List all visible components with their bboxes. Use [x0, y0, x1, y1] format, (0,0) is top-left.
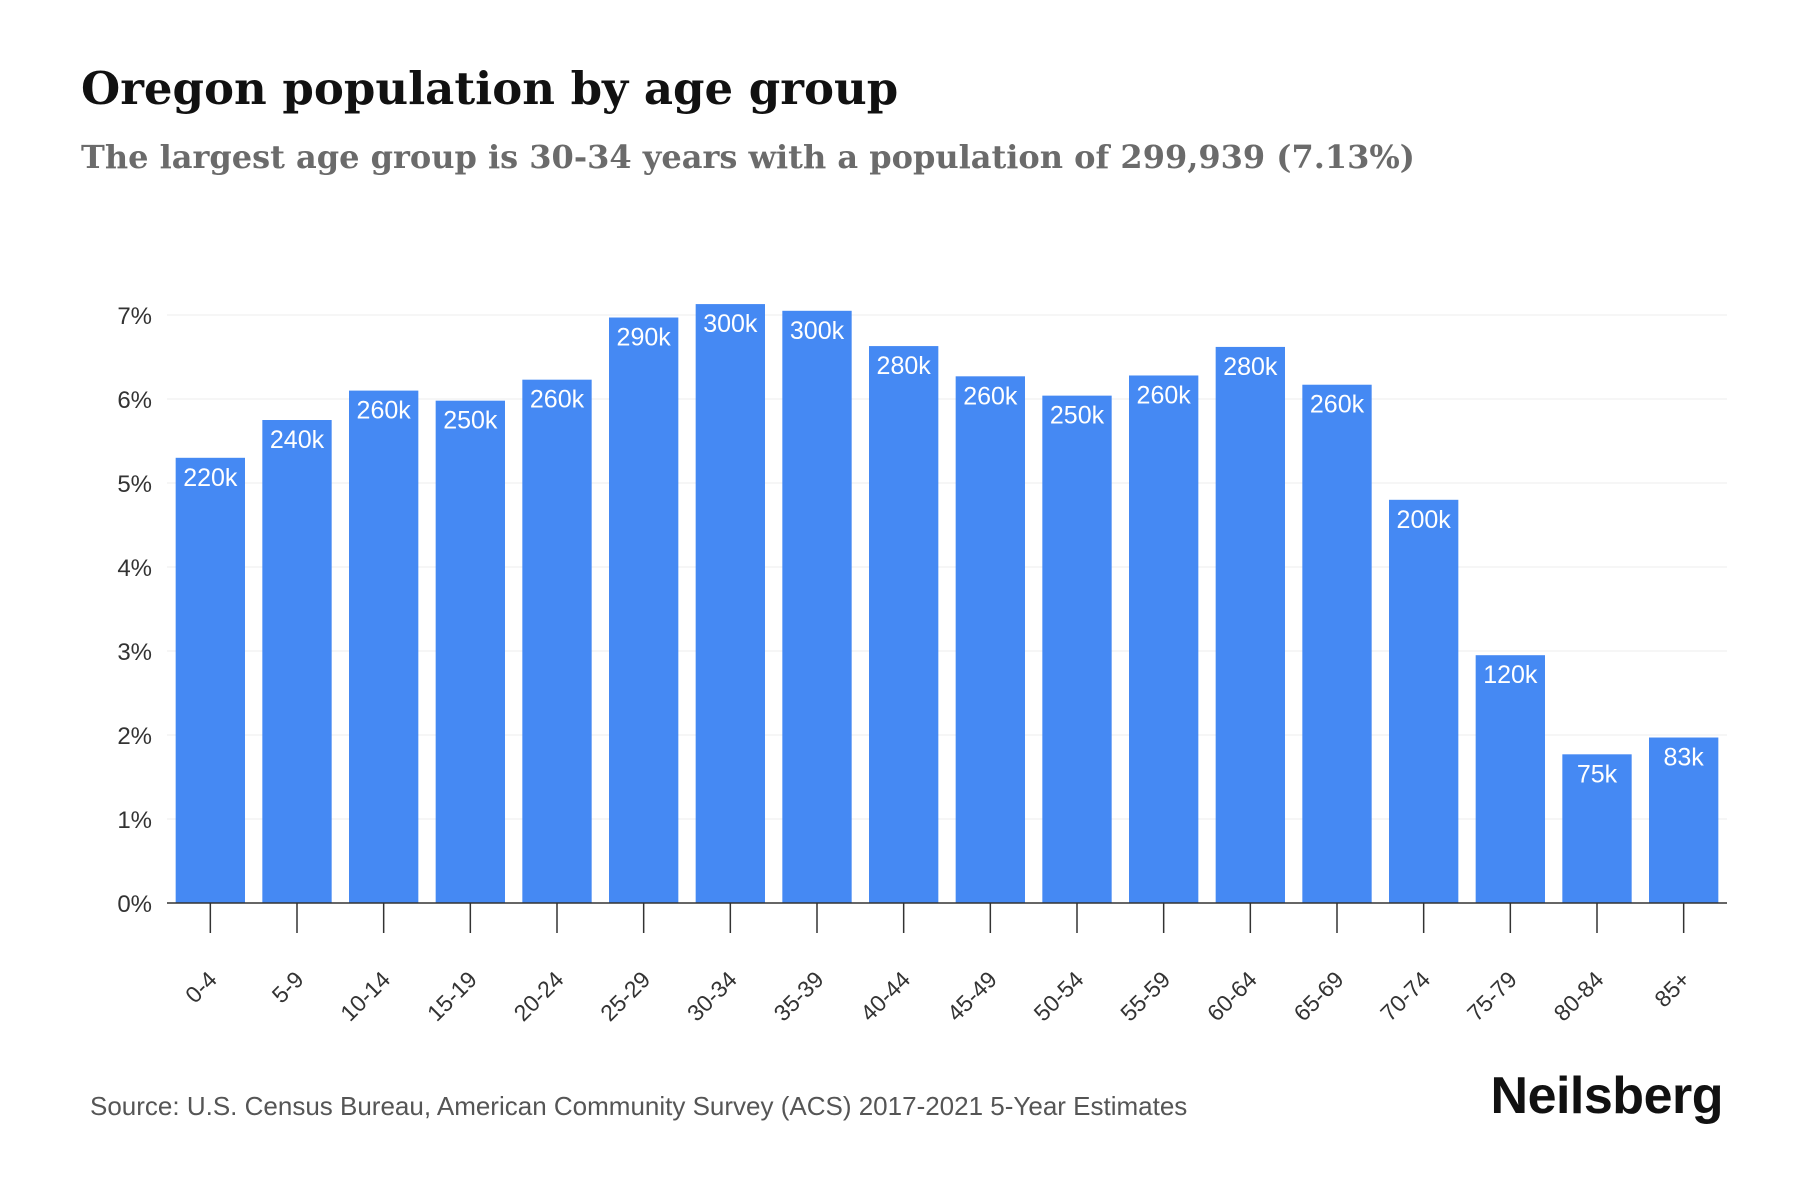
y-tick-label: 0% — [117, 891, 152, 918]
bar — [1562, 754, 1632, 903]
bar — [1302, 384, 1372, 904]
bar-value-label: 200k — [1397, 506, 1452, 534]
bar-value-label: 120k — [1483, 661, 1538, 689]
x-tick-label: 20-24 — [509, 966, 569, 1026]
bar-value-label: 300k — [703, 310, 758, 338]
bar — [782, 310, 852, 903]
x-tick-label: 45-49 — [942, 966, 1002, 1026]
y-tick-label: 7% — [117, 303, 152, 330]
bar-value-label: 250k — [1050, 402, 1105, 430]
bar-value-label: 260k — [963, 382, 1018, 410]
bar — [1389, 499, 1459, 903]
x-tick-label: 40-44 — [855, 966, 915, 1026]
y-tick-label: 2% — [117, 723, 152, 750]
x-tick-label: 85+ — [1649, 966, 1695, 1012]
x-tick-label: 60-64 — [1202, 966, 1262, 1026]
bar — [175, 457, 245, 903]
bar — [349, 390, 419, 904]
x-tick-label: 25-29 — [595, 966, 655, 1026]
y-tick-label: 3% — [117, 639, 152, 666]
bar-value-label: 260k — [357, 397, 412, 425]
x-tick-label: 10-14 — [335, 966, 395, 1026]
bar-value-label: 250k — [443, 407, 498, 435]
x-tick-label: 80-84 — [1549, 966, 1609, 1026]
bar-value-label: 220k — [183, 464, 238, 492]
bar — [435, 400, 505, 903]
bar-value-label: 83k — [1664, 744, 1705, 772]
bar — [695, 304, 765, 904]
bar — [1649, 737, 1719, 903]
y-tick-label: 4% — [117, 555, 152, 582]
bar — [869, 346, 939, 904]
bar-value-label: 300k — [790, 317, 845, 345]
bar — [1042, 395, 1112, 903]
y-tick-label: 1% — [117, 807, 152, 834]
x-tick-label: 15-19 — [422, 966, 482, 1026]
bar — [522, 379, 592, 903]
x-tick-label: 50-54 — [1029, 966, 1089, 1026]
bar — [1475, 655, 1545, 903]
x-tick-label: 0-4 — [180, 966, 222, 1008]
bar — [609, 317, 679, 903]
bar-value-label: 260k — [1310, 391, 1365, 419]
x-tick-label: 35-39 — [769, 966, 829, 1026]
chart-title: Oregon population by age group — [81, 62, 899, 115]
chart-subtitle: The largest age group is 30-34 years wit… — [81, 138, 1415, 176]
x-tick-label: 70-74 — [1375, 966, 1435, 1026]
brand-logo: Neilsberg — [1490, 1067, 1724, 1125]
x-tick-label: 55-59 — [1115, 966, 1175, 1026]
bar-value-label: 290k — [617, 324, 672, 352]
bar-value-label: 260k — [1137, 381, 1192, 409]
source-note: Source: U.S. Census Bureau, American Com… — [90, 1091, 1188, 1121]
y-tick-label: 6% — [117, 387, 152, 414]
bar-value-label: 240k — [270, 426, 325, 454]
bar — [1215, 346, 1285, 903]
bar — [1129, 375, 1199, 904]
bar — [262, 420, 332, 903]
bar — [955, 376, 1025, 903]
bar-value-label: 280k — [877, 352, 932, 380]
bar-value-label: 260k — [530, 386, 585, 414]
bar-value-label: 75k — [1577, 760, 1618, 788]
bar-value-label: 280k — [1223, 353, 1278, 381]
x-tick-label: 65-69 — [1289, 966, 1349, 1026]
x-tick-label: 5-9 — [267, 966, 309, 1008]
x-tick-label: 30-34 — [682, 966, 742, 1026]
y-tick-label: 5% — [117, 471, 152, 498]
x-tick-label: 75-79 — [1462, 966, 1522, 1026]
